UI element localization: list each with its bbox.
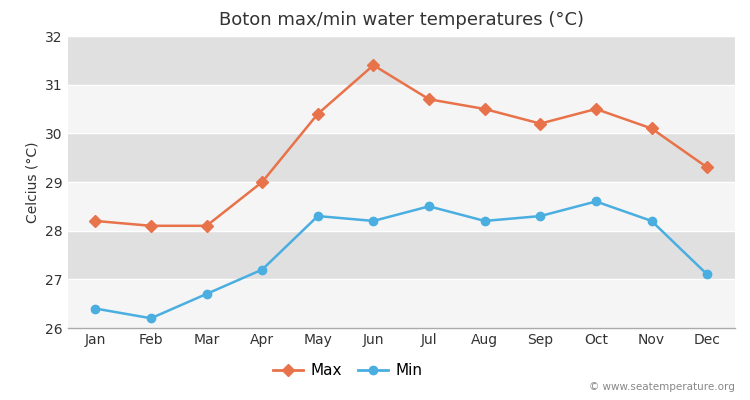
Bar: [68, 182, 735, 231]
Bar: [68, 85, 735, 133]
Min: [314, 214, 322, 218]
Bar: [68, 36, 735, 85]
Bar: [68, 133, 735, 182]
Min: [424, 204, 433, 209]
Max: [536, 121, 544, 126]
Max: [703, 165, 712, 170]
Min: [703, 272, 712, 277]
Min: [258, 267, 267, 272]
Bar: [68, 231, 735, 279]
Min: [202, 292, 211, 296]
Min: [480, 218, 489, 223]
Max: [424, 97, 433, 102]
Line: Max: Max: [92, 61, 711, 230]
Max: [480, 106, 489, 111]
Title: Boton max/min water temperatures (°C): Boton max/min water temperatures (°C): [219, 11, 584, 29]
Min: [647, 218, 656, 223]
Max: [369, 63, 378, 68]
Line: Min: Min: [92, 197, 711, 322]
Min: [91, 306, 100, 311]
Min: [146, 316, 155, 321]
Bar: [68, 279, 735, 328]
Max: [202, 223, 211, 228]
Min: [592, 199, 601, 204]
Text: © www.seatemperature.org: © www.seatemperature.org: [590, 382, 735, 392]
Min: [536, 214, 544, 218]
Max: [91, 218, 100, 223]
Legend: Max, Min: Max, Min: [267, 357, 429, 385]
Max: [647, 126, 656, 131]
Max: [592, 106, 601, 111]
Max: [146, 223, 155, 228]
Y-axis label: Celcius (°C): Celcius (°C): [26, 141, 40, 223]
Max: [314, 112, 322, 116]
Min: [369, 218, 378, 223]
Max: [258, 180, 267, 184]
